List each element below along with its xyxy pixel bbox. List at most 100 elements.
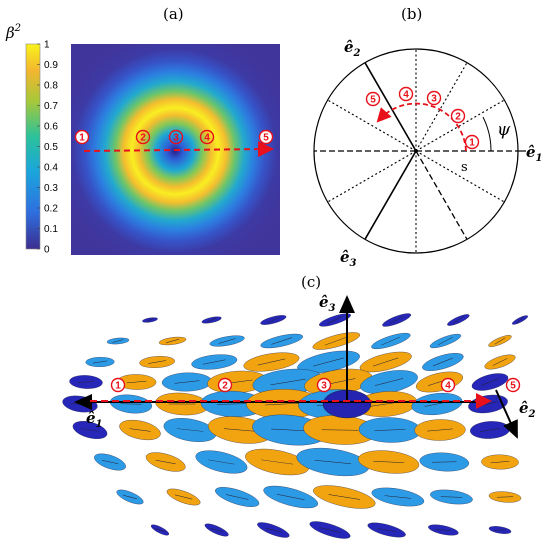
colorbar-tick-label: 0.6: [44, 122, 58, 133]
ellipsoid-axis: [92, 360, 108, 364]
ellipsoid-axis: [126, 380, 147, 384]
ellipsoid-axis: [218, 338, 236, 344]
ellipsoid-axis: [376, 528, 397, 532]
ellipsoid-axis: [432, 357, 453, 367]
svg-text:2: 2: [140, 133, 146, 144]
marker-c-2: 2: [217, 377, 233, 393]
svg-text:1: 1: [115, 381, 121, 392]
polar-e2-label: ê2: [344, 38, 361, 59]
ellipsoid-axis: [427, 428, 453, 432]
ellipsoid-axis: [373, 357, 399, 367]
ellipsoid-axis: [373, 461, 404, 463]
ellipsoid-axis: [165, 338, 180, 344]
field-e2-label: ê2: [519, 399, 536, 420]
marker-a-2: 2: [135, 129, 151, 145]
colorbar-tick-label: 0.7: [44, 101, 58, 112]
colorbar: β2 1 0.9 0.8 0.7 0.6 0.5 0.4 0.3 0.2 0.1 0: [5, 23, 58, 256]
ellipsoid-axis: [492, 358, 508, 366]
ellipsoid-axis: [276, 494, 305, 500]
ellipsoid-axis: [384, 495, 412, 499]
ellipsoid-axis: [480, 428, 500, 432]
polar-lines: [314, 49, 526, 253]
ellipsoid-axis: [122, 494, 138, 500]
ellipsoid-axis: [148, 360, 166, 364]
ellipsoid-axis: [146, 318, 154, 322]
psi-arc: [482, 116, 492, 152]
marker-b-5: 5: [365, 91, 381, 107]
svg-text:5: 5: [510, 381, 516, 392]
ellipsoid-axis: [155, 459, 176, 465]
marker-c-3: 3: [316, 377, 332, 393]
svg-text:2: 2: [455, 112, 461, 123]
ellipsoid-axis: [437, 336, 453, 346]
ellipsoid-axis: [77, 381, 95, 383]
ellipsoid-axis: [327, 316, 343, 324]
ellipsoid-axis: [101, 460, 119, 464]
svg-text:2: 2: [222, 381, 228, 392]
panel-c: (c) 1 2 3 4 5 ê3 ê1 ê2: [62, 273, 536, 539]
markers-c: 1 2 3 4 5: [110, 377, 521, 393]
marker-b-4: 4: [398, 86, 414, 102]
ellipsoid-axis: [319, 527, 341, 533]
marker-a-3: 3: [168, 129, 184, 145]
colorbar-tick-label: 0.3: [44, 183, 58, 194]
marker-a-4: 4: [199, 129, 215, 145]
marker-c-4: 4: [440, 377, 456, 393]
ellipsoid-axis: [257, 358, 286, 366]
ellipsoid-axis: [381, 336, 401, 346]
polar-path-arrow: [376, 102, 467, 152]
field-e3-label: ê3: [319, 293, 336, 314]
ellipsoid-axis: [265, 402, 303, 406]
colorbar-tick-label: 0.8: [44, 81, 58, 92]
ellipsoid-axis: [267, 317, 280, 323]
colorbar-ticks: 1 0.9 0.8 0.7 0.6 0.5 0.4 0.3 0.2 0.1 0: [37, 40, 58, 256]
panel-a: (a) β2 1 0.9 0.8 0.7 0.6 0.5 0.4 0.3 0.2 0.1 0 1 2…: [5, 5, 280, 256]
colorbar-tick-label: 0.4: [44, 163, 58, 174]
s-label: s: [461, 160, 468, 175]
ellipsoid-axis: [494, 529, 506, 531]
ellipsoid-axis: [81, 428, 99, 432]
ellipsoid-axis: [431, 461, 457, 463]
polar-spoke: [415, 150, 505, 203]
marker-c-1: 1: [110, 377, 126, 393]
polar-spoke: [415, 150, 468, 240]
marker-a-1: 1: [74, 129, 90, 145]
ellipsoid-axis: [481, 378, 499, 386]
colorbar-tick-label: 0.9: [44, 60, 58, 71]
polar-e3-label: ê3: [340, 248, 357, 269]
ellipsoid-axis: [328, 494, 361, 500]
ellipsoid-axis: [225, 494, 249, 500]
ellipsoid-axis: [321, 429, 359, 431]
ellipsoid-axis: [440, 496, 463, 498]
ellipsoid-axis: [176, 428, 204, 432]
marker-a-5: 5: [258, 129, 274, 145]
svg-text:3: 3: [431, 94, 437, 105]
polar-spoke: [327, 99, 417, 152]
polar-spoke: [415, 99, 505, 152]
ellipsoid-axis: [129, 428, 151, 432]
polar-spoke: [364, 150, 417, 240]
colorbar-tick-label: 0.2: [44, 204, 58, 215]
polar-spoke: [364, 62, 417, 152]
markers-b: 1 2 3 4 5: [365, 86, 480, 150]
ellipsoid-axis: [314, 459, 352, 465]
ellipsoid-axis: [112, 339, 124, 343]
ellipsoid-axis: [490, 460, 510, 464]
ellipsoid-axis: [261, 459, 294, 465]
ellipsoid-axis: [374, 378, 404, 386]
ellipsoid-axis: [210, 528, 224, 532]
ellipsoid-axis: [216, 403, 250, 405]
ellipsoid-axis: [389, 316, 404, 324]
ellipsoid-axis: [313, 357, 344, 367]
svg-text:3: 3: [321, 381, 327, 392]
ellipsoid-axis: [374, 429, 406, 431]
ellipsoid-axis: [496, 496, 514, 498]
ellipsoid-axis: [223, 428, 257, 432]
colorbar-tick-label: 0.5: [44, 142, 58, 153]
ellipsoid-axis: [168, 403, 196, 405]
marker-b-3: 3: [426, 90, 442, 106]
ellipsoid-axis: [435, 529, 452, 531]
ellipsoid-axis: [271, 428, 309, 432]
ellipsoid-field: [62, 313, 528, 539]
